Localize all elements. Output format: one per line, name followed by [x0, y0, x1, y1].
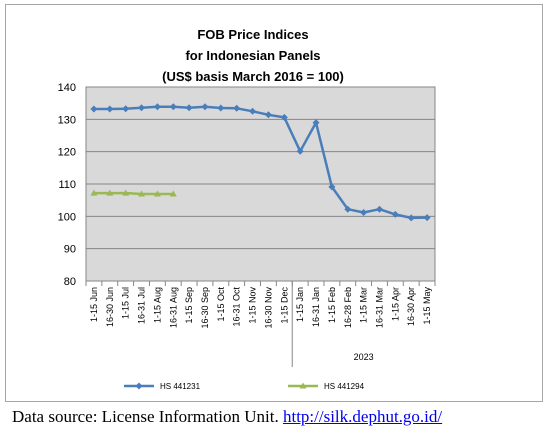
series-0-point-12 — [280, 113, 288, 121]
series-1-point-2 — [122, 189, 130, 196]
series-1-point-4 — [153, 190, 161, 197]
y-tick-label-5: 130 — [58, 114, 76, 126]
x-tick-label-8: 1-15 Oct — [216, 287, 226, 322]
series-1-point-0 — [90, 189, 98, 196]
series-0-point-11 — [264, 111, 272, 119]
year-group-label: 2023 — [354, 352, 374, 362]
y-tick-label-2: 100 — [58, 211, 76, 223]
x-tick-label-14: 16-31 Jan — [311, 287, 321, 327]
chart-frame: FOB Price Indices for Indonesian Panels … — [5, 4, 543, 402]
y-tick-label-4: 120 — [58, 147, 76, 159]
data-source-text: Data source: License Information Unit. — [12, 407, 283, 426]
plot-area: 80 90 100 110 120 130 140 1-15 Jun 16-30 Jun 1-15… — [58, 82, 436, 367]
series-0-point-5 — [169, 103, 177, 111]
series-1-point-3 — [138, 190, 145, 197]
series-0-point-0 — [90, 105, 98, 113]
chart-title-line-3: (US$ basis March 2016 = 100) — [162, 69, 344, 84]
series-0-point-6 — [185, 104, 193, 112]
x-tick-label-12: 1-15 Dec — [279, 287, 289, 324]
series-0-point-9 — [233, 104, 241, 112]
series-1-point-1 — [106, 189, 114, 196]
series-line-1 — [93, 191, 174, 196]
series-0-point-3 — [138, 104, 145, 112]
series-line-0 — [93, 105, 428, 220]
legend: HS 441231 HS 441294 — [124, 382, 365, 391]
x-tick-label-3: 16-31 Jul — [137, 287, 147, 324]
series-0-point-13 — [296, 147, 304, 155]
legend-label-0: HS 441231 — [160, 382, 201, 391]
data-source-link[interactable]: http://silk.dephut.go.id/ — [282, 407, 443, 426]
x-tick-label-7: 16-30 Sep — [200, 287, 210, 329]
x-tick-label-5: 16-31 Aug — [168, 287, 178, 328]
series-0-point-7 — [201, 103, 209, 111]
y-tick-label-1: 90 — [64, 244, 76, 256]
line-chart: FOB Price Indices for Indonesian Panels … — [58, 27, 436, 391]
x-tick-label-19: 1-15 Apr — [390, 287, 400, 321]
series-0-point-8 — [217, 104, 225, 112]
series-0-point-16 — [344, 205, 352, 213]
x-tick-label-9: 16-31 Oct — [232, 287, 242, 327]
x-tick-label-1: 16-30 Jun — [105, 287, 115, 327]
series-0-point-2 — [122, 105, 130, 113]
chart-title-line-1: FOB Price Indices — [197, 27, 308, 42]
x-tick-label-21: 1-15 May — [422, 287, 432, 325]
series-0-point-15 — [328, 183, 336, 191]
series-0-point-10 — [249, 107, 257, 115]
series-1-point-5 — [169, 190, 177, 197]
data-source-note: Data source: License Information Unit. h… — [12, 407, 552, 427]
series-0-point-18 — [376, 205, 383, 213]
x-tick-label-10: 1-15 Nov — [248, 287, 258, 324]
x-tick-label-13: 1-15 Jan — [295, 287, 305, 322]
x-tick-label-17: 1-15 Mar — [359, 287, 369, 323]
x-tick-label-4: 1-15 Aug — [152, 287, 162, 323]
y-tick-label-3: 110 — [58, 179, 76, 191]
x-tick-label-2: 1-15 Jul — [121, 287, 131, 319]
x-tick-label-18: 16-31 Mar — [374, 287, 384, 328]
x-tick-label-16: 16-28 Feb — [343, 287, 353, 328]
y-tick-label-6: 140 — [58, 82, 76, 94]
series-0-point-17 — [360, 209, 368, 216]
legend-marker-0 — [135, 382, 143, 390]
chart-title-line-2: for Indonesian Panels — [185, 48, 320, 63]
x-tick-label-15: 1-15 Feb — [327, 287, 337, 323]
x-tick-label-0: 1-15 Jun — [89, 287, 99, 322]
series-0-point-1 — [106, 105, 114, 113]
x-tick-label-20: 16-30 Apr — [406, 287, 416, 326]
x-tick-label-6: 1-15 Sep — [184, 287, 194, 324]
x-tick-label-11: 16-30 Nov — [263, 287, 273, 329]
series-0-point-14 — [312, 119, 320, 127]
series-0-point-20 — [407, 214, 415, 222]
legend-marker-1 — [299, 382, 307, 389]
series-0-point-19 — [391, 210, 399, 218]
legend-label-1: HS 441294 — [324, 382, 365, 391]
y-tick-label-0: 80 — [64, 276, 76, 288]
series-0-point-4 — [153, 103, 161, 111]
series-0-point-21 — [423, 214, 431, 222]
